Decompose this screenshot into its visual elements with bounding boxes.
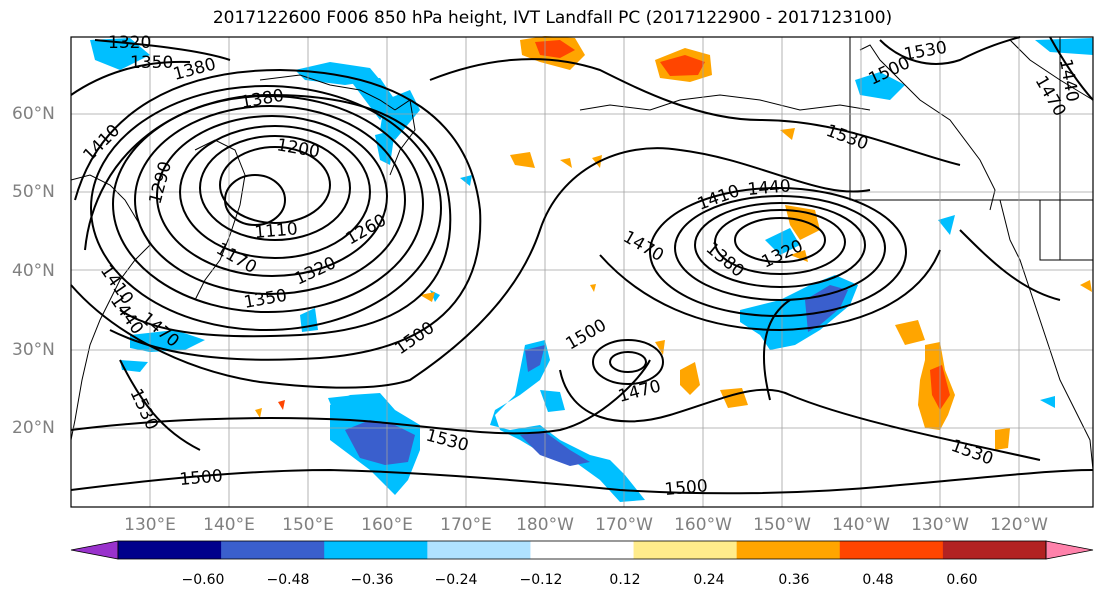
lat-label: 20°N <box>12 418 55 438</box>
colorbar-tick-label: −0.24 <box>434 572 478 588</box>
colorbar-tick-label: 0.60 <box>946 572 978 588</box>
colorbar-tick-label: −0.48 <box>266 572 310 588</box>
colorbar-segments <box>118 541 1047 559</box>
colorbar-tick-label: 0.24 <box>693 572 725 588</box>
colorbar-segment <box>221 541 325 559</box>
contour-label: 1320 <box>108 33 151 53</box>
colorbar-tick-label: 0.36 <box>778 572 810 588</box>
contour-label: 1440 <box>747 176 792 200</box>
colorbar-segment <box>942 541 1047 559</box>
colorbar-segment <box>736 541 841 559</box>
lon-label: 140°W <box>832 515 890 535</box>
lon-label: 120°W <box>990 515 1048 535</box>
lat-label: 30°N <box>12 340 55 360</box>
lon-label: 170°E <box>440 515 492 535</box>
colorbar-tick-label: −0.36 <box>350 572 394 588</box>
colorbar-segment <box>633 541 738 559</box>
contour-label: 1350 <box>130 53 173 73</box>
coastlines <box>70 37 1094 471</box>
contour-label: 1500 <box>179 466 224 490</box>
lon-label: 180°W <box>516 515 574 535</box>
colorbar-extend-low <box>70 540 119 560</box>
colorbar <box>70 540 1094 560</box>
colorbar-segment <box>118 541 222 559</box>
lat-label: 40°N <box>12 261 55 281</box>
lon-label: 160°W <box>674 515 732 535</box>
lat-label: 60°N <box>12 104 55 124</box>
height-contours <box>70 36 1094 495</box>
lon-label: 130°W <box>911 515 969 535</box>
colorbar-tick-label: −0.60 <box>181 572 225 588</box>
colorbar-tick-label: 0.12 <box>609 572 641 588</box>
lon-label: 170°W <box>595 515 653 535</box>
colorbar-tick-label: 0.48 <box>862 572 894 588</box>
map-frame <box>70 36 1094 508</box>
colorbar-extend-high <box>1045 540 1094 560</box>
lon-label: 130°E <box>124 515 176 535</box>
ivt-shading <box>90 36 1093 502</box>
lon-label: 150°W <box>753 515 811 535</box>
graticule <box>71 37 1093 507</box>
colorbar-segment <box>324 541 428 559</box>
contour-label: 1110 <box>254 219 299 243</box>
lon-label: 160°E <box>361 515 413 535</box>
colorbar-tick-label: −0.12 <box>519 572 563 588</box>
contour-label: 1500 <box>664 476 709 500</box>
map-title: 2017122600 F006 850 hPa height, IVT Land… <box>212 8 893 28</box>
lon-label: 140°E <box>203 515 255 535</box>
map-area: 1320 1350 1380 1380 1410 1200 1290 1110 … <box>70 33 1094 508</box>
lat-label: 50°N <box>12 182 55 202</box>
colorbar-segment <box>530 541 635 559</box>
colorbar-segment <box>839 541 944 559</box>
lon-label: 150°E <box>282 515 334 535</box>
colorbar-segment <box>427 541 531 559</box>
